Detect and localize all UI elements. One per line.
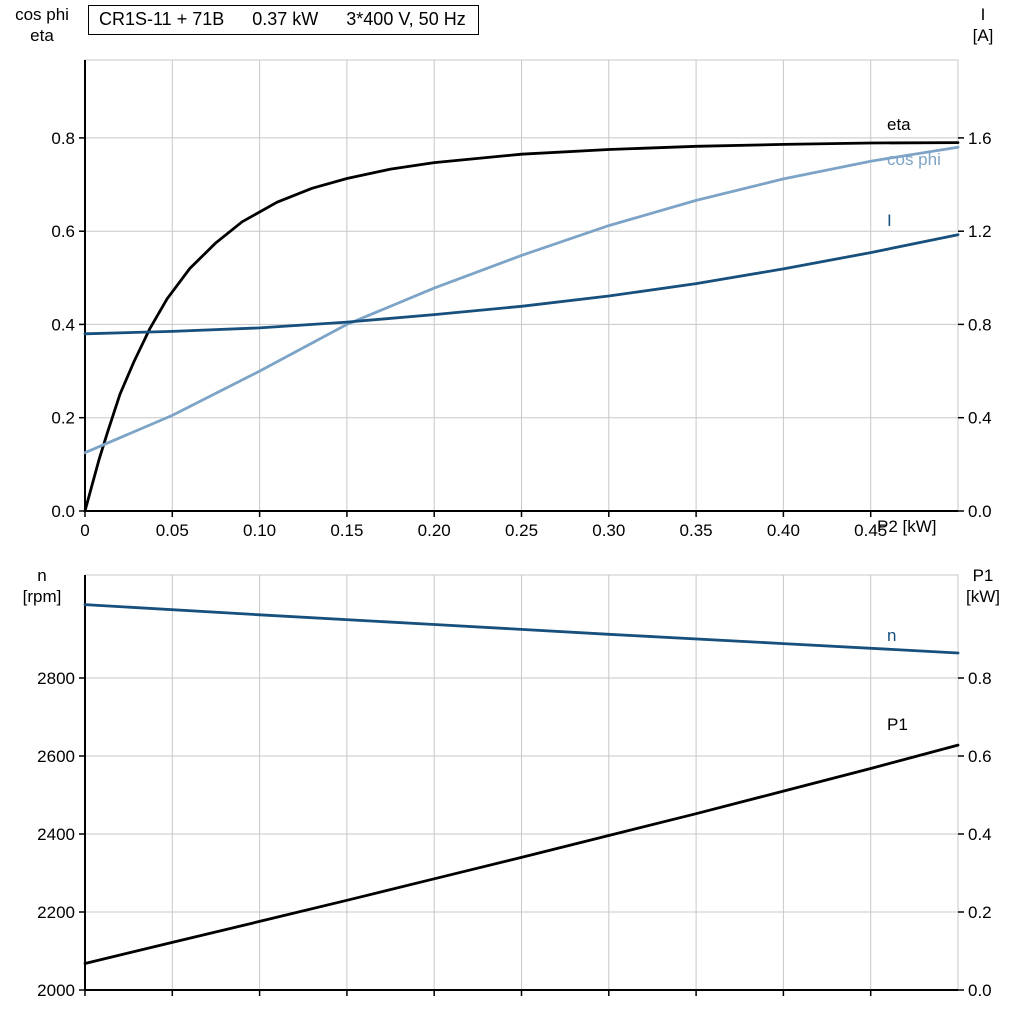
right-tick-label: 1.6 [968, 129, 992, 148]
title-model: CR1S-11 + 71B [99, 9, 225, 29]
axis-title-speed: n [37, 566, 47, 585]
series-label-I: I [887, 211, 892, 230]
x-tick-label: 0.15 [330, 521, 363, 540]
x-tick-label: 0.10 [243, 521, 276, 540]
x-axis-label: P2 [kW] [877, 517, 937, 536]
right-tick-label: 0.2 [968, 903, 992, 922]
left-tick-label: 2800 [37, 669, 75, 688]
left-tick-label: 2000 [37, 981, 75, 1000]
axis-title-current-unit: [A] [972, 26, 994, 45]
axis-title-p1-unit: [kW] [966, 587, 1000, 606]
series-curve-n [83, 603, 960, 655]
axis-title-cosphi: cos phi [15, 5, 69, 24]
right-tick-label: 1.2 [968, 222, 992, 241]
x-tick-label: 0.20 [418, 521, 451, 540]
x-tick-label: 0.05 [156, 521, 189, 540]
series-curve-P1 [83, 743, 960, 965]
series-curve-cos-phi [83, 145, 960, 455]
left-tick-label: 0.0 [51, 502, 75, 521]
series-curve-eta [83, 141, 960, 513]
right-tick-label: 0.0 [968, 502, 992, 521]
x-tick-label: 0.30 [592, 521, 625, 540]
top-left-axis-title: cos phi eta [4, 4, 80, 46]
series-curve-I [83, 233, 960, 336]
top-right-axis-title: I [A] [948, 4, 1018, 46]
x-tick-label: 0.40 [767, 521, 800, 540]
x-tick-label: 0.45 [854, 521, 887, 540]
left-tick-label: 2200 [37, 903, 75, 922]
title-power: 0.37 kW [252, 9, 319, 29]
series-label-n: n [887, 626, 896, 645]
title-supply: 3*400 V, 50 Hz [346, 9, 466, 29]
left-tick-label: 2600 [37, 747, 75, 766]
x-tick-label: 0 [80, 521, 89, 540]
right-tick-label: 0.8 [968, 315, 992, 334]
axis-title-eta: eta [30, 26, 54, 45]
series-label-cos-phi: cos phi [887, 150, 941, 169]
series-label-P1: P1 [887, 715, 908, 734]
left-tick-label: 0.4 [51, 315, 75, 334]
left-tick-label: 0.6 [51, 222, 75, 241]
bottom-right-axis-title: P1 [kW] [948, 565, 1018, 607]
series-label-eta: eta [887, 115, 911, 134]
bottom-left-axis-title: n [rpm] [4, 565, 80, 607]
right-tick-label: 0.4 [968, 825, 992, 844]
axis-title-speed-unit: [rpm] [22, 587, 62, 606]
right-tick-label: 0.4 [968, 409, 992, 428]
left-tick-label: 0.8 [51, 129, 75, 148]
left-tick-label: 0.2 [51, 409, 75, 428]
right-tick-label: 0.0 [968, 981, 992, 1000]
x-tick-label: 0.25 [505, 521, 538, 540]
axis-title-p1: P1 [972, 566, 994, 585]
chart-title-box: CR1S-11 + 71B 0.37 kW 3*400 V, 50 Hz [88, 5, 479, 35]
right-tick-label: 0.6 [968, 747, 992, 766]
axis-title-current: I [980, 5, 986, 24]
left-tick-label: 2400 [37, 825, 75, 844]
right-tick-label: 0.8 [968, 669, 992, 688]
x-tick-label: 0.35 [680, 521, 713, 540]
